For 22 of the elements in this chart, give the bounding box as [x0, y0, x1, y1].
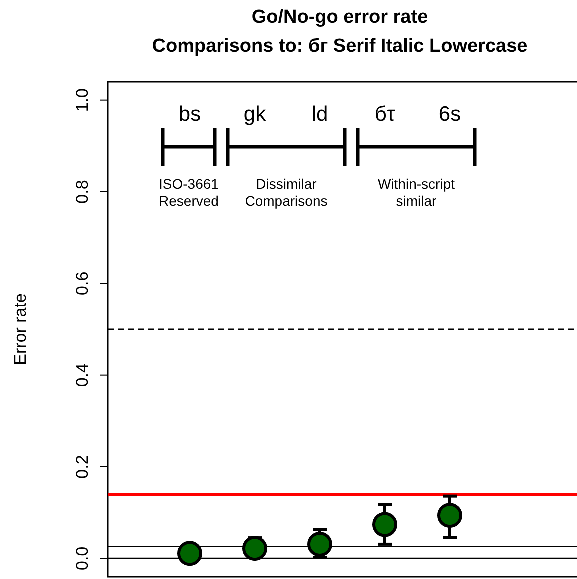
- chart-title: Go/No-go error rate: [252, 7, 428, 28]
- y-tick-label: 0.2: [72, 455, 92, 479]
- point: [178, 541, 202, 566]
- x-tick-label: bs: [178, 103, 202, 126]
- point: [308, 532, 332, 557]
- chart-subtitle: Comparisons to: бг Serif Italic Lowercase: [152, 36, 528, 57]
- point: [372, 512, 398, 538]
- y-tick-label: 0.0: [72, 546, 92, 570]
- point: [438, 503, 462, 528]
- y-axis-title: Error rate: [11, 294, 30, 366]
- y-tick-label: 0.6: [72, 272, 92, 296]
- annotation: Within-script similar: [378, 176, 456, 209]
- x-tick-label: бτ: [374, 103, 396, 126]
- x-tick-label: ld: [312, 103, 328, 126]
- x-tick-label: gk: [244, 103, 267, 126]
- annotation: Dissimilar Comparisons: [245, 176, 328, 209]
- annotation: ISO-3661 Reserved: [159, 176, 220, 209]
- x-tick-label: 6s: [438, 103, 462, 126]
- y-tick-label: 0.8: [72, 180, 92, 204]
- y-tick-label: 1.0: [72, 88, 92, 112]
- y-tick-label: 0.4: [72, 364, 92, 388]
- point: [242, 536, 268, 562]
